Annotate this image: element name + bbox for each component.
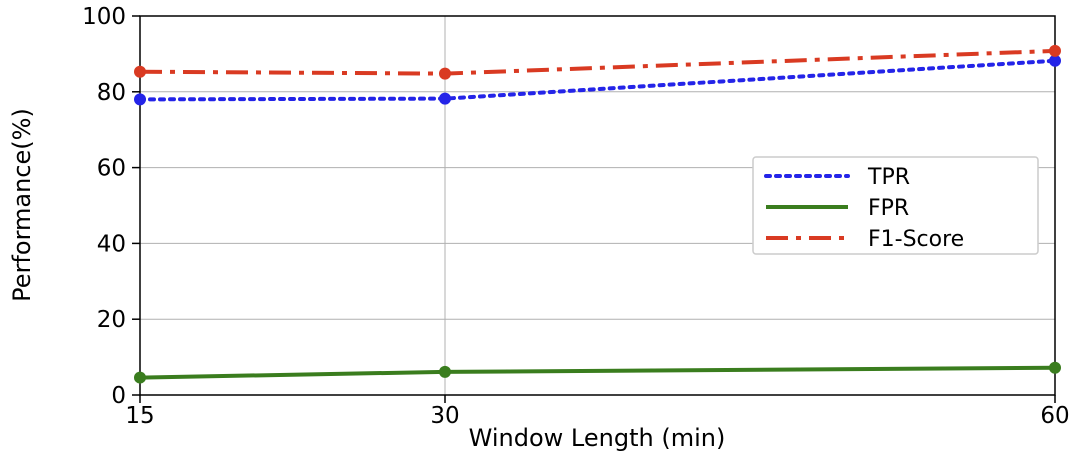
series-line xyxy=(139,365,1056,380)
series-line xyxy=(138,58,1057,102)
legend-box xyxy=(752,156,1039,255)
data-point xyxy=(1049,54,1061,67)
legend-item: FPR xyxy=(766,196,909,221)
x-axis-label: Window Length (min) xyxy=(469,424,726,452)
y-tick-label: 0 xyxy=(111,383,126,409)
legend-item: F1-Score xyxy=(766,227,964,252)
legend: TPR FPR F1-Score xyxy=(752,156,1039,255)
plot-area xyxy=(139,15,1056,396)
data-point xyxy=(1049,361,1061,374)
x-tick-label: 30 xyxy=(430,403,459,429)
series-lines xyxy=(134,44,1061,384)
y-tick-label: 40 xyxy=(97,231,126,257)
x-tick-label: 60 xyxy=(1040,403,1069,429)
data-point xyxy=(134,371,146,384)
y-axis-label: Performance(%) xyxy=(8,108,36,302)
data-point xyxy=(134,65,146,78)
data-point xyxy=(134,93,146,106)
y-tick-label: 60 xyxy=(97,156,126,182)
legend-item: TPR xyxy=(764,165,910,190)
y-tick-label: 80 xyxy=(97,80,126,106)
axis-ticks: 0 20 40 60 80 100 15 30 60 xyxy=(82,4,1070,429)
legend-label: FPR xyxy=(868,196,909,221)
legend-label: F1-Score xyxy=(868,227,964,252)
x-tick-label: 15 xyxy=(125,403,154,429)
data-point xyxy=(1049,44,1061,57)
y-tick-label: 100 xyxy=(82,4,126,30)
data-point xyxy=(439,92,451,105)
legend-label: TPR xyxy=(867,165,910,190)
series-tpr xyxy=(134,54,1061,106)
data-point xyxy=(439,67,451,80)
y-tick-label: 20 xyxy=(97,307,126,333)
series-f1-score xyxy=(134,44,1061,80)
data-point xyxy=(439,365,451,378)
series-fpr xyxy=(134,361,1061,384)
